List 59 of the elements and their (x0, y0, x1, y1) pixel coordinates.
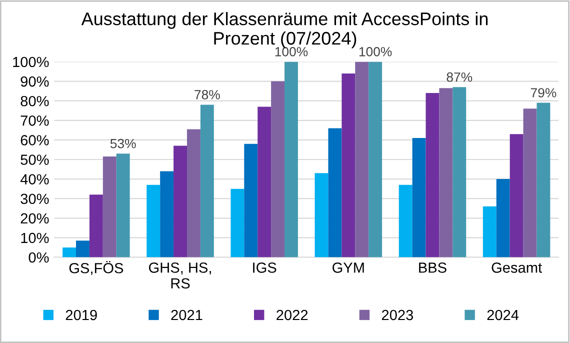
bar (230, 188, 244, 258)
bar (200, 104, 214, 258)
bar (160, 171, 174, 258)
x-tick-label: BBS (419, 262, 446, 273)
bar (271, 81, 285, 258)
y-tick-label: 70% (20, 115, 49, 126)
bar (62, 247, 76, 258)
legend-label: 2019 (66, 310, 97, 320)
data-label: 87% (446, 72, 472, 82)
bar (102, 156, 116, 258)
bar (523, 108, 537, 258)
x-tick-label: GS,FÖS (69, 260, 124, 276)
y-tick-label: 50% (20, 154, 49, 165)
legend-label: 2023 (382, 310, 414, 320)
bar (186, 129, 200, 258)
y-tick-label: 80% (20, 96, 49, 106)
bar (89, 194, 103, 258)
data-label: 79% (530, 88, 556, 98)
bar (510, 134, 524, 258)
bar (496, 179, 510, 258)
data-label: 78% (194, 90, 220, 100)
bar (314, 173, 328, 258)
bar (174, 146, 187, 258)
y-tick-label: 60% (20, 135, 49, 146)
bar (116, 154, 130, 258)
legend-label: 2024 (487, 310, 519, 320)
y-tick-label: 100% (13, 56, 49, 68)
bar (426, 93, 440, 258)
bar (536, 102, 550, 258)
bar (398, 184, 412, 258)
bar (355, 62, 369, 258)
bar (412, 138, 426, 258)
bar (284, 62, 298, 258)
legend-label: 2022 (276, 310, 308, 320)
y-tick-label: 90% (20, 76, 49, 87)
bar (258, 106, 272, 258)
bar (452, 87, 466, 258)
bar (482, 206, 496, 258)
bar (146, 184, 160, 258)
y-tick-label: 30% (20, 194, 49, 204)
bar (342, 73, 356, 258)
data-label: 100% (359, 47, 392, 56)
x-tick-label: GHS, HS, RS (148, 262, 211, 289)
y-tick-label: 10% (21, 232, 49, 244)
y-tick-label: 20% (20, 213, 49, 224)
bar (368, 62, 382, 258)
bar (328, 128, 342, 258)
legend-label: 2021 (171, 310, 202, 320)
bar (76, 240, 90, 258)
x-tick-label: IGS (253, 262, 276, 273)
bar (244, 144, 258, 258)
data-label: 53% (110, 138, 136, 148)
y-tick-label: 40% (20, 174, 49, 184)
bar (439, 88, 453, 258)
y-tick-label: 0% (28, 252, 49, 263)
x-tick-label: Gesamt (492, 262, 542, 273)
chart-title: Ausstattung der Klassenräume mit AccessPoints in Prozent (07/2024) (81, 12, 488, 48)
x-tick-label: GYM (332, 262, 364, 273)
data-label: 100% (275, 47, 308, 56)
